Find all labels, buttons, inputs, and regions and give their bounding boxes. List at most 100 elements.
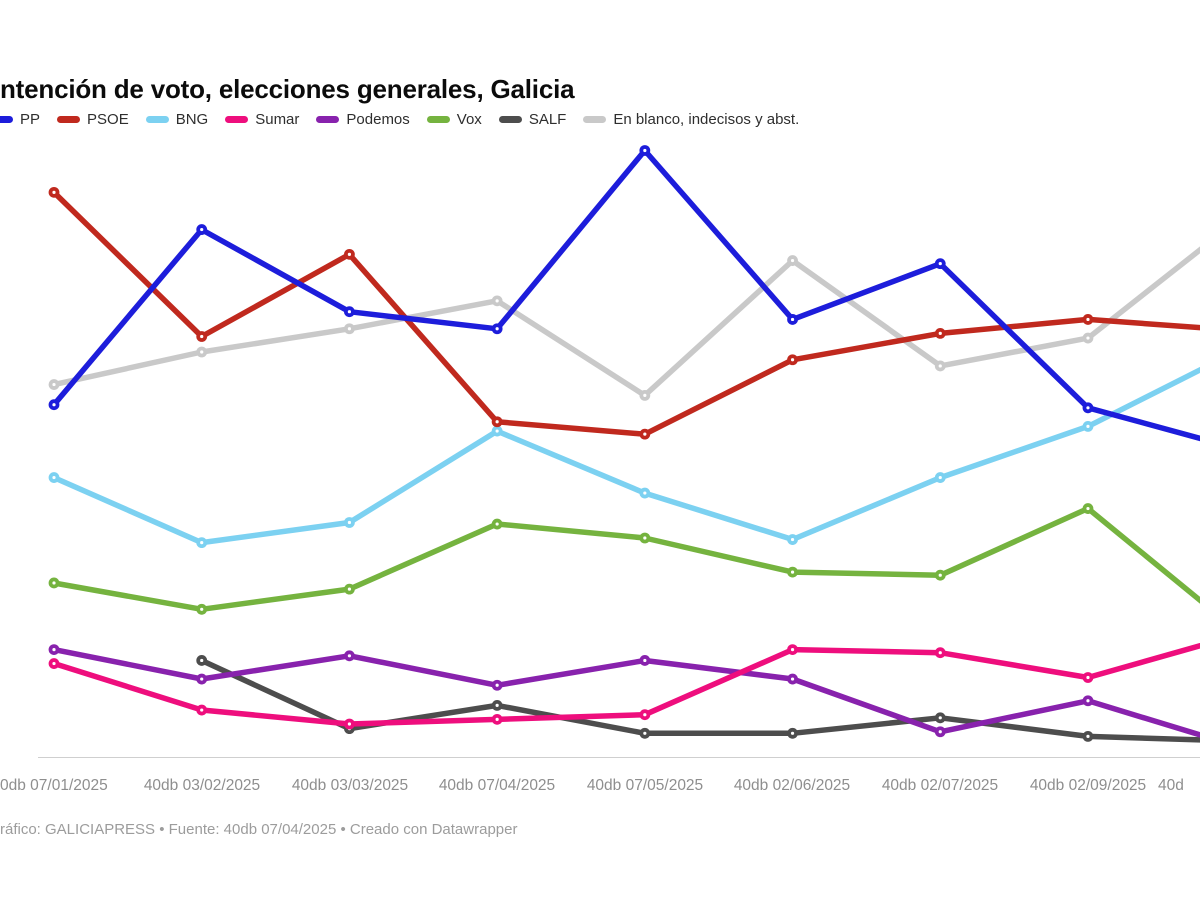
legend-swatch-sumar	[225, 116, 249, 123]
legend-swatch-en-blanco-indecisos-y-abst	[583, 116, 607, 123]
data-point-center-dot	[938, 651, 942, 655]
series-line-en-blanco-indecisos-y-abst	[51, 246, 1200, 399]
data-point-center-dot	[1086, 506, 1090, 511]
x-tick-label-8: 40d	[1158, 777, 1184, 794]
data-point-center-dot	[938, 730, 942, 734]
data-point-center-dot	[52, 475, 56, 480]
legend-swatch-salf	[498, 116, 522, 123]
legend-swatch-pp	[0, 116, 13, 123]
legend: PP PSOE BNG Sumar Podemos Vox SALF En blanco, i…	[0, 111, 799, 128]
series-line-vox	[51, 505, 1200, 613]
legend-item-salf: SALF	[498, 111, 567, 128]
series-en-blanco-indecisos-y-abst	[48, 246, 1200, 401]
data-point-center-dot	[1086, 675, 1090, 680]
legend-label-pp: PP	[20, 111, 41, 128]
data-point-center-dot	[790, 570, 795, 574]
legend-label-sumar: Sumar	[255, 111, 300, 128]
data-point-center-dot	[200, 607, 204, 611]
legend-label-psoe: PSOE	[87, 111, 129, 128]
series-psoe	[48, 186, 1200, 440]
data-point-center-dot	[495, 299, 499, 303]
data-point-center-dot	[495, 683, 499, 687]
legend-swatch-vox	[426, 116, 450, 123]
data-point-center-dot	[347, 310, 352, 314]
data-point-center-dot	[643, 731, 647, 735]
x-tick-label-5: 40db 02/06/2025	[734, 777, 850, 794]
data-point-center-dot	[347, 722, 352, 726]
data-point-center-dot	[52, 403, 56, 407]
page-title: ntención de voto, elecciones generales, …	[0, 74, 575, 105]
data-point-center-dot	[643, 491, 647, 495]
data-point-center-dot	[52, 581, 56, 585]
data-point-center-dot	[200, 658, 204, 663]
data-point-center-dot	[495, 717, 499, 721]
data-point-center-dot	[938, 364, 942, 368]
series-line-bng	[51, 366, 1200, 546]
data-point-center-dot	[1086, 317, 1090, 322]
data-point-center-dot	[347, 520, 352, 525]
legend-item-vox: Vox	[426, 111, 482, 128]
data-point-center-dot	[1086, 336, 1090, 340]
data-point-center-dot	[790, 258, 795, 263]
data-point-center-dot	[643, 432, 647, 436]
data-point-center-dot	[790, 537, 795, 542]
x-tick-label-4: 40db 07/05/2025	[587, 777, 703, 794]
data-point-center-dot	[52, 661, 56, 666]
legend-item-pp: PP	[0, 111, 40, 128]
data-point-center-dot	[495, 703, 499, 708]
data-point-center-dot	[1086, 734, 1090, 739]
data-point-center-dot	[495, 429, 499, 433]
series-line-pp	[51, 147, 1200, 442]
data-point-center-dot	[495, 522, 499, 526]
x-tick-label-6: 40db 02/07/2025	[882, 777, 998, 794]
data-point-center-dot	[200, 334, 204, 339]
data-point-center-dot	[938, 716, 942, 720]
x-tick-label-2: 40db 03/03/2025	[292, 777, 408, 794]
data-point-center-dot	[495, 327, 499, 331]
data-point-center-dot	[938, 331, 942, 335]
legend-swatch-psoe	[57, 116, 81, 123]
data-point-center-dot	[790, 317, 795, 322]
series-pp	[48, 145, 1200, 442]
data-point-center-dot	[52, 382, 56, 387]
x-tick-label-0: 0db 07/01/2025	[0, 777, 108, 794]
legend-item-sumar: Sumar	[225, 111, 299, 128]
x-tick-label-3: 40db 07/04/2025	[439, 777, 555, 794]
legend-item-bng: BNG	[145, 111, 209, 128]
data-point-center-dot	[1086, 424, 1090, 428]
legend-item-en-blanco-indecisos-y-abst: En blanco, indecisos y abst.	[583, 111, 799, 128]
data-point-center-dot	[938, 262, 942, 266]
x-axis-tick-labels: 0db 07/01/2025 40db 03/02/2025 40db 03/03/…	[0, 777, 1184, 794]
data-point-center-dot	[790, 677, 795, 681]
data-point-center-dot	[790, 648, 795, 652]
data-point-center-dot	[643, 393, 647, 397]
data-point-center-dot	[200, 227, 204, 232]
series-line-psoe	[51, 189, 1200, 437]
data-point-center-dot	[790, 731, 795, 735]
legend-label-bng: BNG	[175, 111, 209, 128]
chart-footer-byline: ráfico: GALICIAPRESS • Fuente: 40db 07/0…	[0, 821, 518, 838]
legend-swatch-podemos	[316, 116, 340, 123]
data-point-center-dot	[495, 420, 499, 424]
legend-label-salf: SALF	[528, 111, 567, 128]
data-point-center-dot	[347, 654, 352, 658]
legend-item-psoe: PSOE	[57, 111, 129, 128]
data-point-center-dot	[52, 648, 56, 652]
legend-swatch-bng	[145, 116, 169, 123]
data-point-center-dot	[347, 252, 352, 256]
x-tick-label-7: 40db 02/09/2025	[1030, 777, 1146, 794]
data-point-center-dot	[200, 541, 204, 545]
data-point-center-dot	[643, 658, 647, 663]
data-point-center-dot	[938, 573, 942, 577]
series-podemos	[48, 644, 1200, 738]
series-sumar	[48, 642, 1200, 730]
legend-label-en-blanco-indecisos-y-abst: En blanco, indecisos y abst.	[613, 111, 800, 128]
data-point-center-dot	[200, 350, 204, 354]
x-tick-label-1: 40db 03/02/2025	[144, 777, 260, 794]
data-point-center-dot	[790, 358, 795, 362]
data-point-center-dot	[643, 536, 647, 540]
data-point-center-dot	[1086, 699, 1090, 703]
data-point-center-dot	[347, 587, 352, 591]
